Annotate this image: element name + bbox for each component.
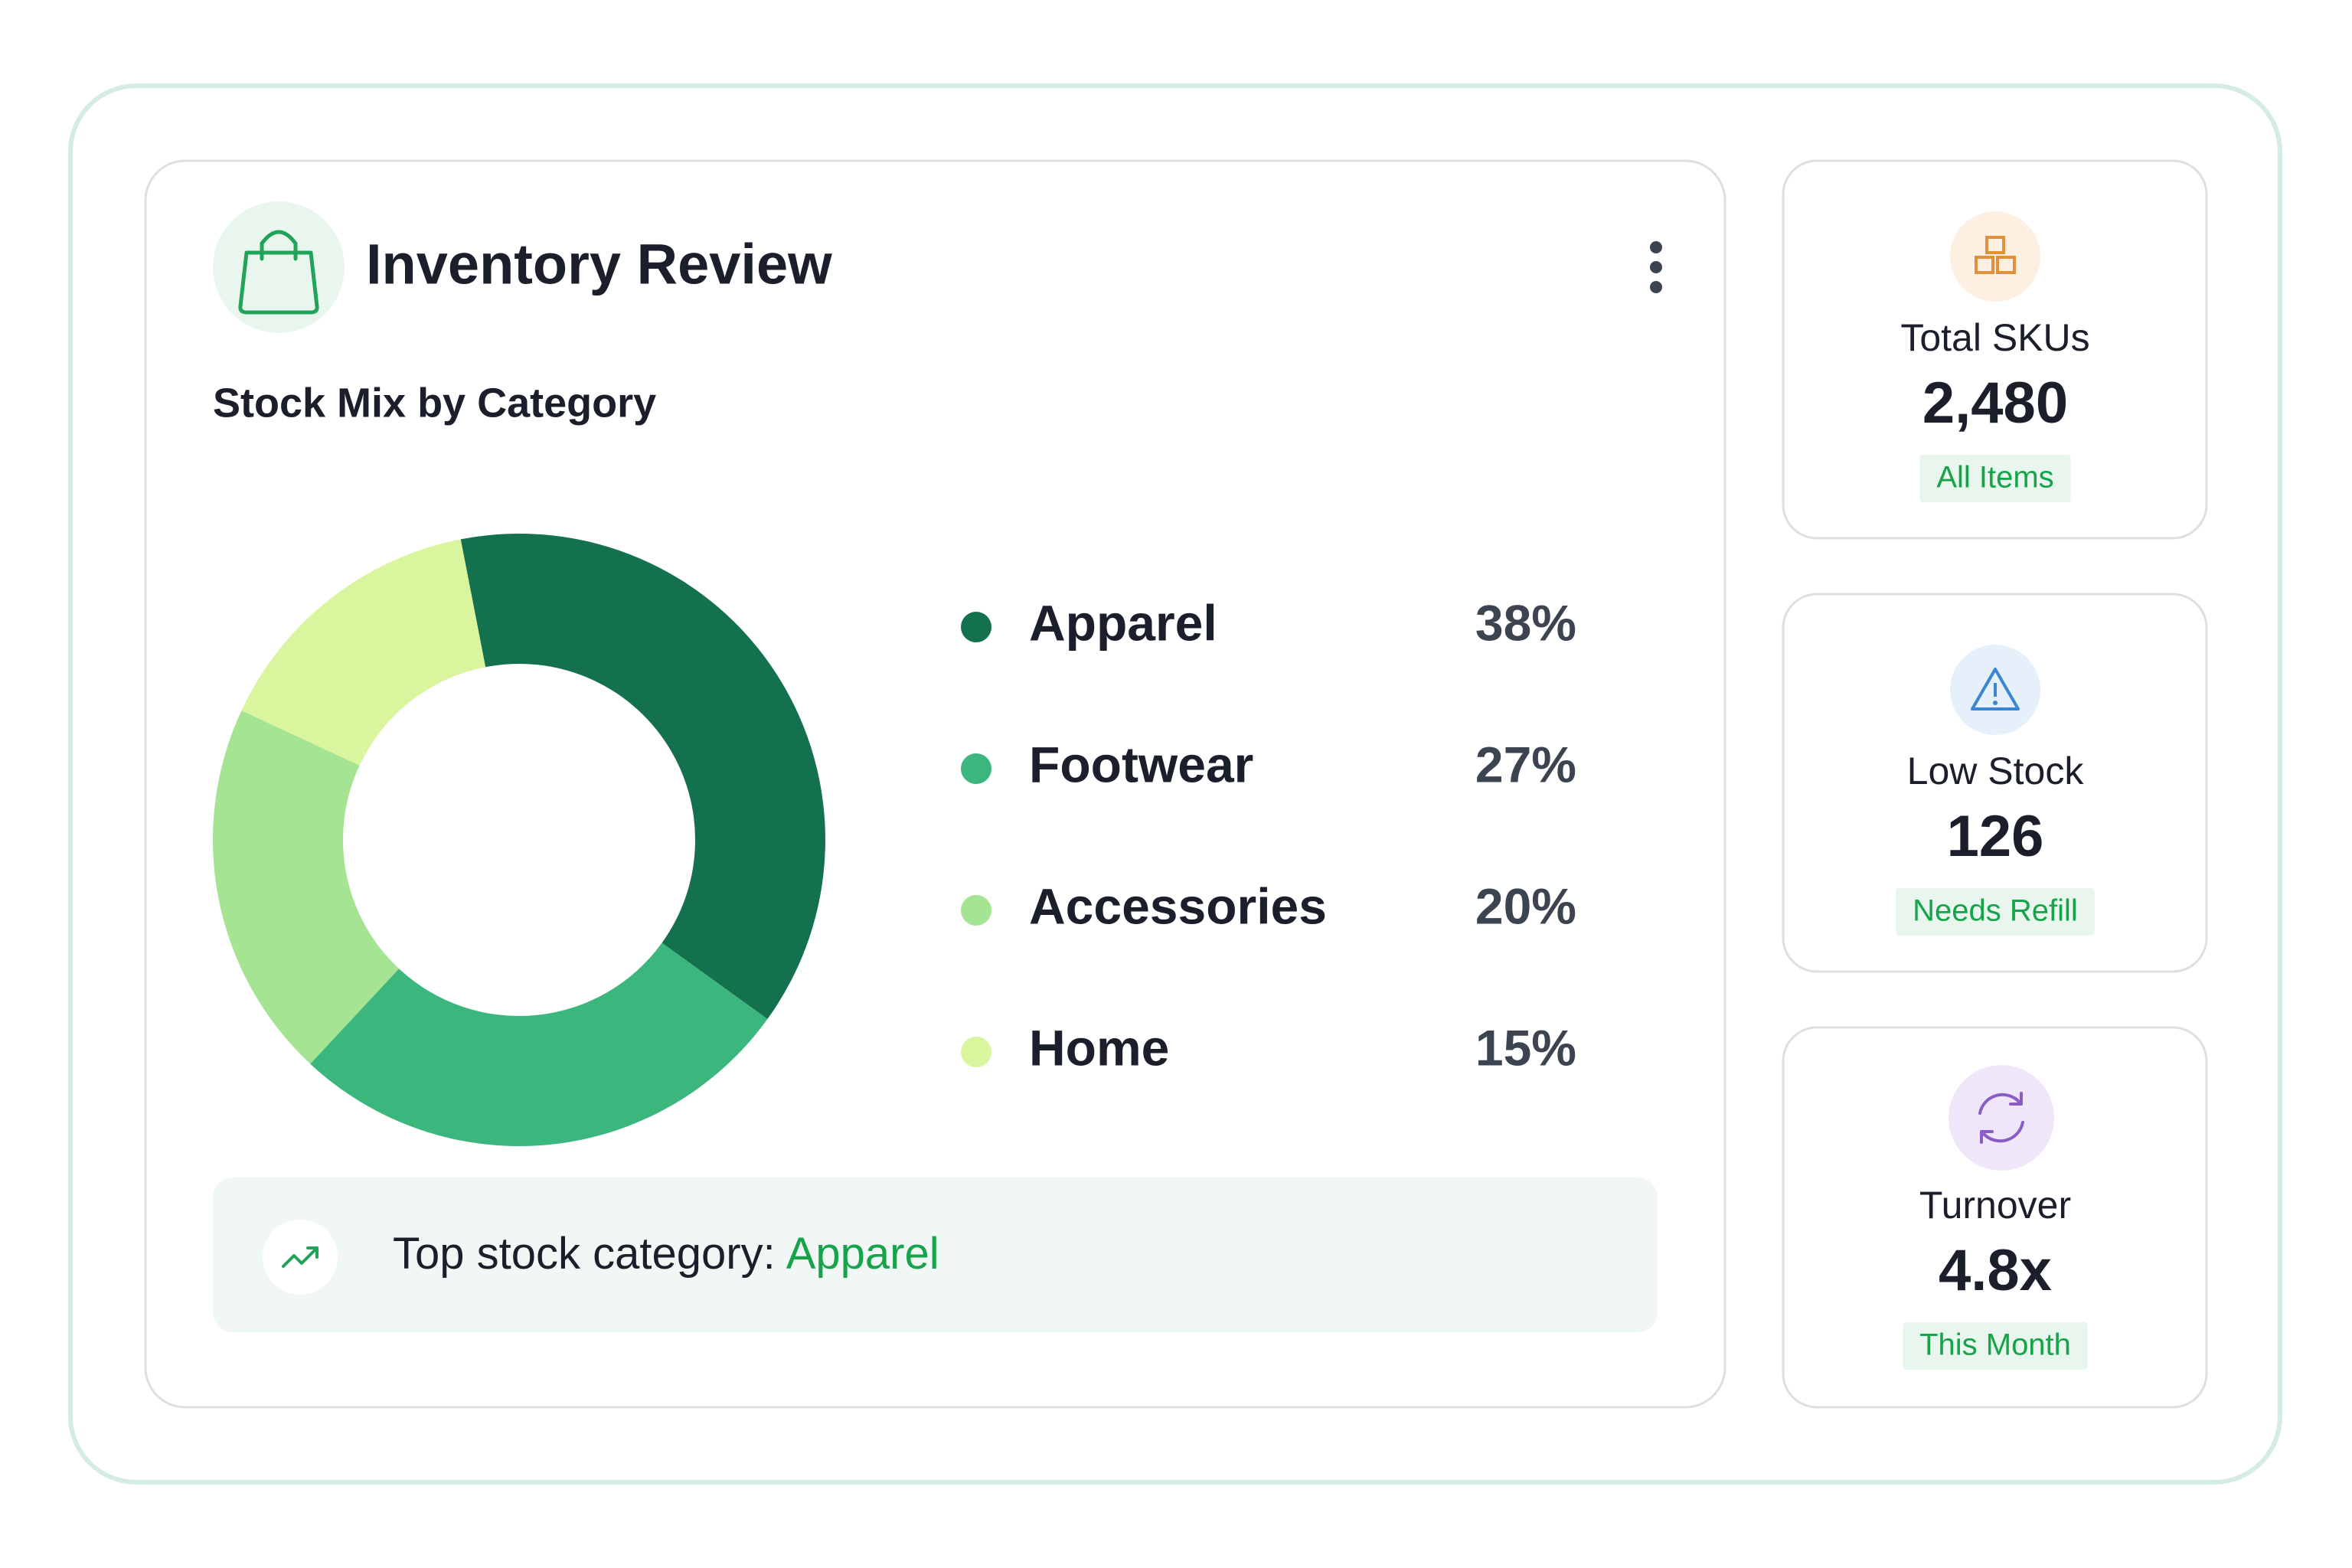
- legend-label: Footwear: [1029, 736, 1253, 792]
- stat-tag-bg: [1896, 888, 2095, 936]
- legend-label: Apparel: [1029, 594, 1217, 651]
- stat-label: Low Stock: [1907, 750, 2085, 792]
- value-label: 27%: [1475, 736, 1576, 792]
- stat-tag: Needs Refill: [1913, 894, 2078, 928]
- bag-icon: [213, 201, 345, 333]
- stat-tag-bg: [1903, 1322, 2088, 1370]
- card-title: Inventory Review: [366, 233, 832, 296]
- donut-slice: [212, 710, 400, 1064]
- insight-label: Top stock category:: [393, 1229, 776, 1279]
- legend-marker: [961, 1037, 991, 1067]
- stats: Total SKUs 2,480 All Items Low Stock 126 Need…: [1896, 316, 2095, 1370]
- donut-chart: [212, 534, 825, 1146]
- stat-card: [1782, 159, 2208, 540]
- legend-label: Home: [1029, 1019, 1169, 1076]
- legend-marker: [961, 612, 991, 642]
- stat-card: [1782, 593, 2208, 973]
- insight-value: Apparel: [786, 1229, 939, 1279]
- stat-tag: All Items: [1936, 461, 2053, 495]
- chart-title: Stock Mix by Category: [213, 380, 656, 426]
- stat-value: 4.8x: [1939, 1238, 2052, 1303]
- refresh-icon: [1949, 1065, 2054, 1171]
- stat-value: 126: [1947, 804, 2044, 869]
- value-label: 20%: [1475, 877, 1576, 934]
- value-label: 15%: [1475, 1019, 1576, 1076]
- legend-label: Accessories: [1029, 877, 1327, 934]
- donut-slice: [241, 539, 486, 766]
- legend-marker: [961, 753, 991, 784]
- stat-tag: This Month: [1919, 1328, 2071, 1362]
- stat-label: Total SKUs: [1900, 316, 2089, 359]
- stat-label: Turnover: [1919, 1184, 2071, 1227]
- stat-tag-bg: [1919, 455, 2071, 502]
- more-menu[interactable]: [1650, 241, 1662, 293]
- boxes-icon: [1950, 211, 2040, 302]
- warning-icon: [1950, 645, 2040, 735]
- stat-value: 2,480: [1922, 371, 2068, 436]
- donut-slice: [310, 942, 768, 1146]
- insight-box: [213, 1178, 1658, 1332]
- legend-marker: [961, 895, 991, 926]
- trend-icon: [263, 1220, 338, 1295]
- legend: Apparel 38% Footwear 27% Accessories 20% Home 1…: [961, 594, 1576, 1076]
- stat-card: [1782, 1026, 2208, 1409]
- donut-slice: [460, 534, 825, 1019]
- insight-text: Top stock category: Apparel: [393, 1229, 939, 1279]
- value-label: 38%: [1475, 594, 1576, 651]
